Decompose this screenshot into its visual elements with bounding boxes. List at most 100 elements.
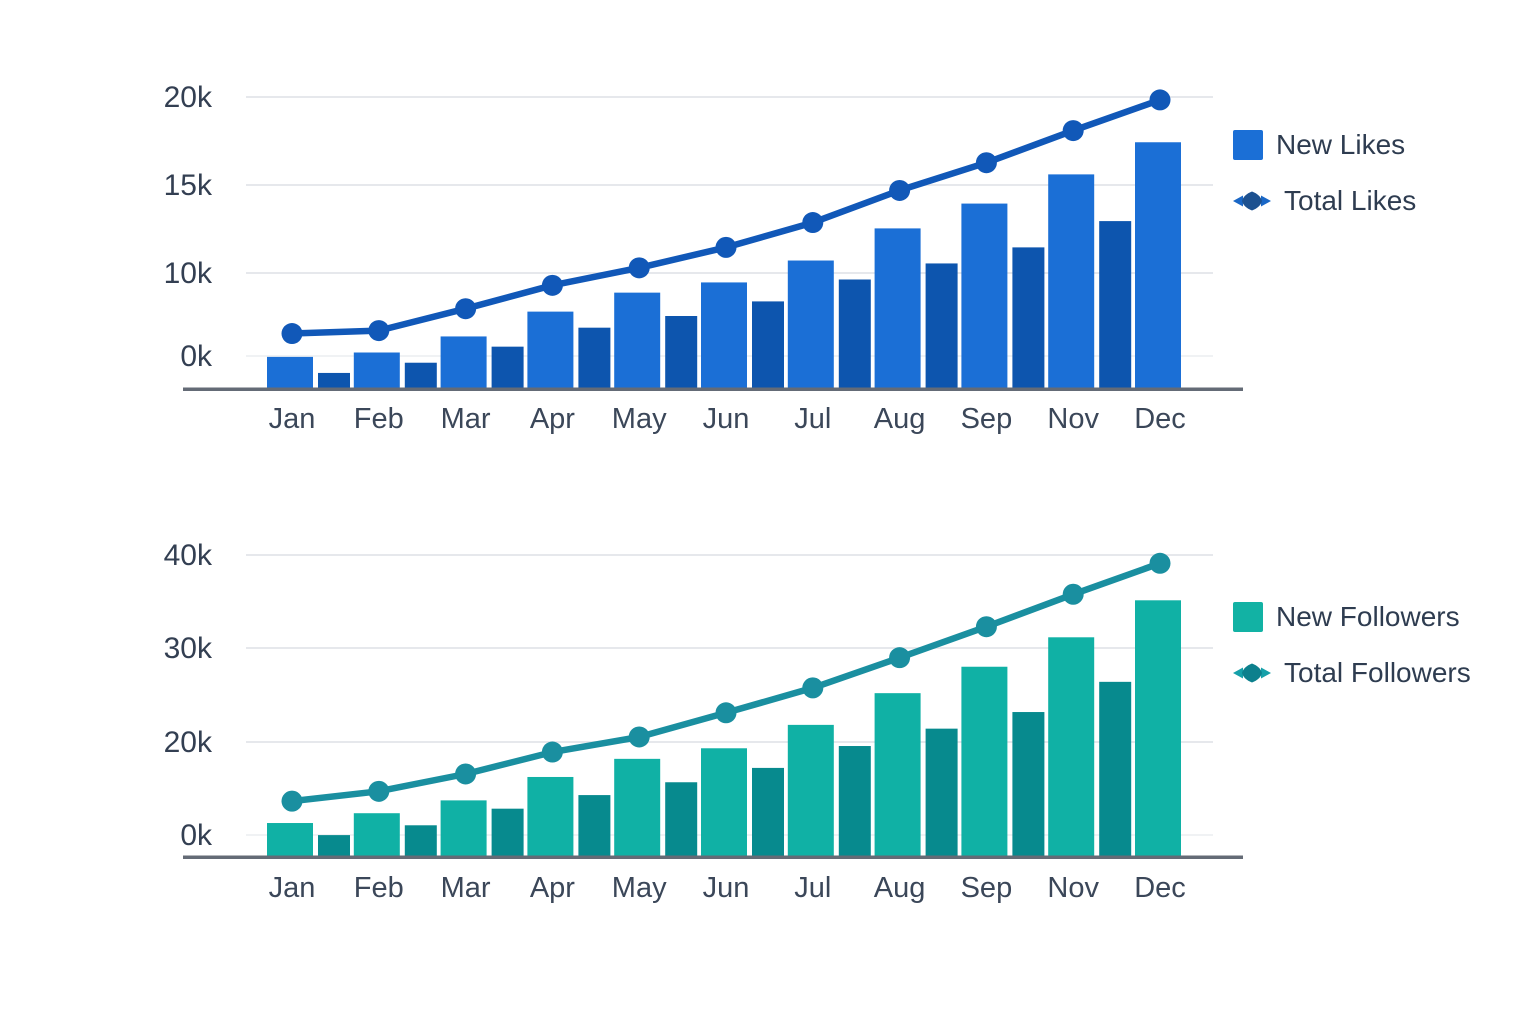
line-point-Jan [281,323,303,345]
bar-secondary-Nov [1099,221,1132,390]
bar-secondary-Apr [578,795,611,858]
bar-New Followers-May [614,758,661,858]
x-tick-label: Dec [1134,403,1186,435]
x-tick-label: Mar [441,403,491,435]
x-tick-label: Jan [269,403,316,435]
bar-New Followers-Dec [1135,600,1181,858]
line-point-Mar [455,298,477,320]
bar-New Followers-Jan [267,823,313,858]
line-point-Sep [975,616,997,638]
y-tick-label: 30k [164,632,213,665]
x-tick-label: Jan [269,872,316,904]
line-point-May [628,726,650,748]
bar-New Followers-Feb [353,813,400,858]
bar-secondary-Sep [1012,712,1045,858]
x-tick-label: May [612,403,667,435]
new-likes-swatch-icon [1233,130,1263,160]
bar-New Likes-Aug [874,228,921,390]
line-point-Nov [1062,583,1084,605]
legend-label: Total Likes [1284,185,1417,216]
legend-label: New Followers [1276,601,1460,632]
bar-secondary-May [665,782,698,858]
bar-New Followers-Sep [961,666,1008,858]
line-point-Dec [1149,552,1171,574]
x-tick-label: Feb [354,872,404,904]
bar-secondary-Jul [838,279,871,390]
followers-legend: New Followers Total Followers [1233,601,1471,688]
bar-New Likes-Apr [527,311,574,390]
line-point-Feb [368,780,390,802]
x-tick-label: Aug [874,872,926,904]
bar-secondary-May [665,316,698,390]
total-likes-marker-icon [1233,191,1271,211]
line-point-Jun [715,236,737,258]
y-tick-label: 15k [164,169,213,202]
bar-New Followers-Jun [701,748,747,858]
y-tick-label: 20k [164,81,213,114]
bar-secondary-Jun [752,767,784,858]
line-point-Dec [1149,89,1171,111]
line-point-Mar [455,763,477,785]
x-tick-label: Jun [703,403,750,435]
bar-secondary-Aug [925,728,958,858]
bar-secondary-Apr [578,327,611,390]
legend-item-total-followers: Total Followers [1233,657,1471,688]
x-tick-label: Mar [441,872,491,904]
bar-secondary-Jun [752,301,784,390]
line-point-Apr [541,741,563,763]
line-point-Aug [889,179,911,201]
line-point-Jun [715,702,737,724]
bar-New Likes-Feb [353,352,400,390]
y-tick-label: 10k [164,257,213,290]
bar-secondary-Jan [318,835,350,858]
x-tick-label: Jul [794,403,831,435]
line-point-May [628,257,650,279]
x-tick-label: Jul [794,872,831,904]
x-tick-label: Apr [530,872,575,904]
x-tick-label: May [612,872,667,904]
bar-New Likes-Jun [701,282,747,390]
y-tick-label: 40k [164,539,213,572]
line-point-Feb [368,320,390,342]
bar-New Followers-Nov [1048,637,1095,858]
bar-New Likes-Jul [787,260,834,390]
legend-item-new-followers: New Followers [1233,601,1471,632]
x-tick-label: Feb [354,403,404,435]
x-tick-label: Sep [961,403,1013,435]
likes-legend: New Likes Total Likes [1233,129,1417,216]
y-tick-label: 20k [164,726,213,759]
bar-New Likes-Jan [267,356,313,390]
legend-item-new-likes: New Likes [1233,129,1416,160]
bar-secondary-Nov [1099,681,1132,858]
y-tick-label: 0k [180,340,213,373]
new-followers-swatch-icon [1233,602,1263,632]
line-point-Jul [802,677,824,699]
bar-New Likes-Mar [440,336,487,390]
legend-label: Total Followers [1284,657,1471,688]
x-tick-label: Jun [703,872,750,904]
x-tick-label: Nov [1047,403,1099,435]
x-axis-line [183,387,1243,391]
bar-secondary-Feb [404,825,437,858]
line-point-Aug [889,647,911,669]
bar-New Followers-Mar [440,800,487,858]
x-tick-label: Dec [1134,872,1186,904]
line-point-Apr [541,274,563,296]
bar-secondary-Jul [838,746,871,858]
line-point-Sep [975,152,997,174]
total-followers-marker-icon [1233,663,1271,683]
bar-secondary-Feb [404,362,437,390]
line-point-Jan [281,790,303,812]
bar-New Likes-Sep [961,203,1008,390]
legend-item-total-likes: Total Likes [1233,185,1417,216]
bar-secondary-Mar [491,808,524,858]
y-tick-label: 0k [180,819,213,852]
bar-New Followers-Jul [787,724,834,858]
x-tick-label: Nov [1047,872,1099,904]
bar-New Likes-Nov [1048,174,1095,390]
x-tick-label: Aug [874,403,926,435]
bar-New Likes-May [614,292,661,390]
bar-secondary-Sep [1012,247,1045,390]
